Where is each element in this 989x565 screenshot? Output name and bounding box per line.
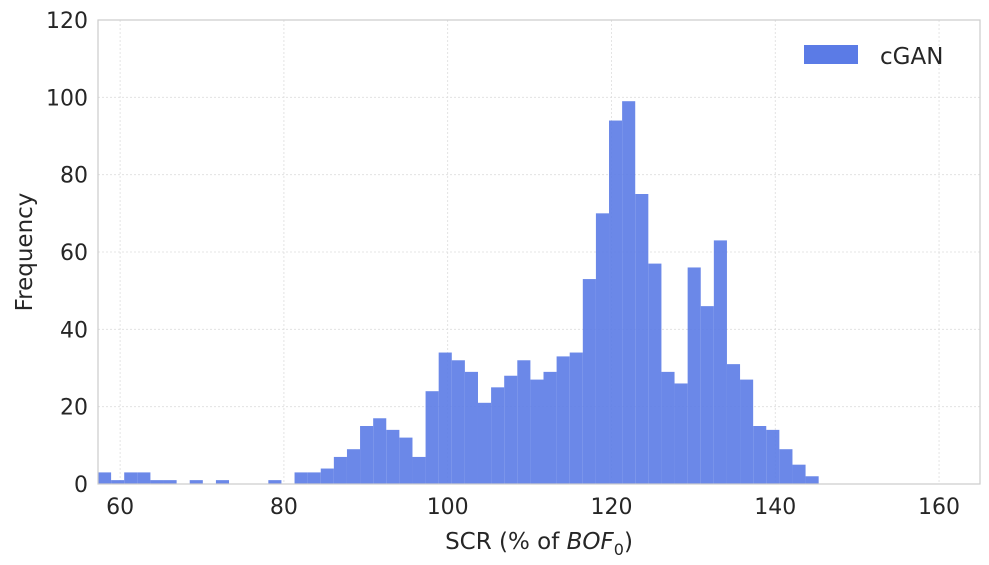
- histogram-bar: [150, 480, 164, 484]
- histogram-bar: [700, 306, 714, 484]
- histogram-bar: [346, 449, 361, 484]
- histogram-bar: [307, 472, 321, 484]
- histogram-bar: [215, 480, 230, 484]
- y-tick-label: 60: [60, 241, 88, 266]
- histogram-bar: [661, 371, 675, 484]
- x-tick-labels: 60 80 100 120 140 160: [106, 495, 960, 520]
- legend-swatch: [804, 45, 858, 64]
- y-tick-labels: 0 20 40 60 80 100 120: [46, 9, 88, 498]
- histogram-bar: [163, 480, 177, 484]
- x-tick-label: 120: [590, 495, 632, 520]
- histogram-bar: [425, 391, 439, 484]
- y-tick-label: 20: [60, 396, 88, 421]
- histogram-bar: [111, 480, 125, 484]
- histogram-bar: [726, 364, 741, 484]
- histogram-bar: [333, 456, 347, 484]
- histogram-bar: [713, 240, 727, 484]
- histogram-bar: [268, 480, 282, 484]
- histogram-bar: [464, 371, 478, 484]
- x-tick-label: 160: [918, 495, 960, 520]
- x-tick-label: 100: [427, 495, 469, 520]
- histogram-bar: [766, 429, 780, 484]
- histogram-bar: [477, 402, 492, 484]
- x-axis-label: SCR (% of BOF0): [445, 529, 633, 559]
- histogram-bars: [98, 101, 819, 485]
- histogram-bar: [137, 472, 151, 484]
- histogram-bar: [556, 356, 570, 484]
- histogram-bar: [595, 213, 610, 485]
- histogram-bar: [399, 437, 413, 484]
- histogram-bar: [792, 464, 806, 484]
- y-tick-label: 120: [46, 9, 88, 34]
- histogram-bar: [805, 476, 819, 484]
- histogram-bar: [124, 472, 138, 484]
- histogram-bar: [491, 387, 505, 484]
- histogram-bar: [320, 468, 334, 484]
- y-tick-label: 40: [60, 318, 88, 343]
- x-tick-label: 60: [106, 495, 134, 520]
- histogram-bar: [687, 267, 701, 484]
- y-axis-label: Frequency: [12, 193, 38, 312]
- histogram-bar: [569, 352, 583, 484]
- histogram-bar: [582, 279, 596, 484]
- x-tick-label: 140: [754, 495, 796, 520]
- histogram-bar: [294, 472, 308, 484]
- histogram-bar: [740, 379, 754, 484]
- plot-frame: [97, 19, 981, 485]
- histogram-bar: [543, 371, 557, 484]
- histogram-bar: [517, 360, 531, 484]
- legend-label-cgan: cGAN: [880, 44, 943, 70]
- histogram-bar: [189, 480, 203, 484]
- histogram-bar: [98, 472, 112, 484]
- histogram-bar: [504, 375, 518, 484]
- histogram-bar: [609, 120, 623, 485]
- histogram-bar: [373, 418, 387, 484]
- histogram-bar: [360, 426, 374, 484]
- histogram-bar: [648, 263, 662, 484]
- histogram-bar: [622, 101, 636, 484]
- histogram-bar: [386, 429, 400, 484]
- histogram-bar: [635, 194, 649, 484]
- histogram-bar: [530, 379, 544, 484]
- x-tick-label: 80: [270, 495, 298, 520]
- y-tick-label: 0: [74, 473, 88, 498]
- histogram-bar: [779, 449, 793, 484]
- histogram-bar: [451, 360, 465, 484]
- histogram-bar: [674, 383, 688, 484]
- legend: cGAN: [804, 44, 943, 70]
- y-tick-label: 80: [60, 164, 88, 189]
- histogram-bar: [753, 426, 767, 484]
- histogram-bar: [438, 352, 452, 484]
- histogram-bar: [412, 456, 426, 484]
- y-tick-label: 100: [46, 86, 88, 111]
